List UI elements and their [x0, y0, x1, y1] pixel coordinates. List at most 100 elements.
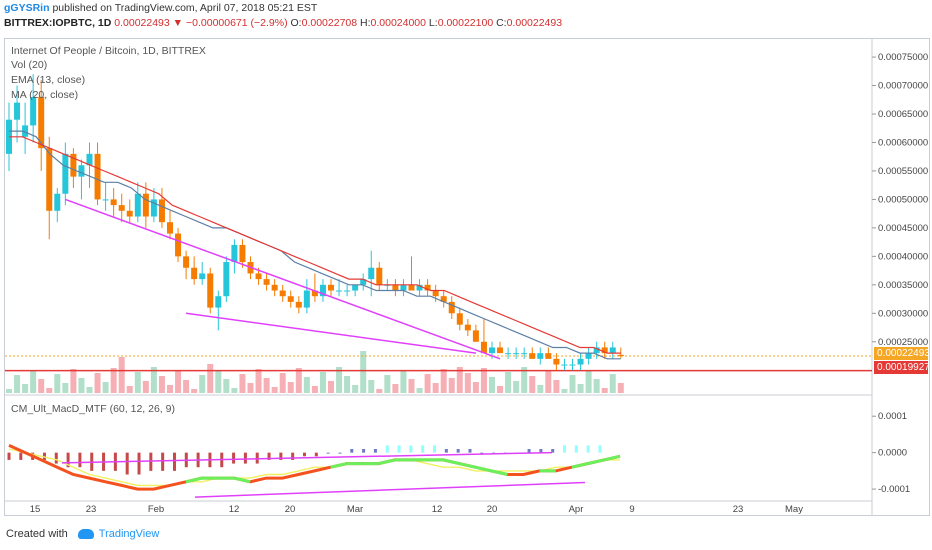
chart-frame[interactable]: [4, 38, 930, 516]
candle-body: [78, 165, 85, 177]
macd-histogram-bar: [433, 445, 437, 453]
volume-bar: [384, 375, 391, 393]
low-label: L:: [428, 17, 438, 29]
legend-ema[interactable]: EMA (13, close): [11, 74, 86, 86]
down-arrow-icon: ▼: [172, 17, 184, 29]
volume-bar: [464, 373, 471, 393]
time-tick-label: 9: [629, 504, 634, 515]
macd-bull-segment: [603, 454, 621, 462]
volume-bar: [239, 374, 246, 393]
macd-tick-label: 0.0001: [878, 411, 907, 422]
volume-bar: [86, 387, 93, 393]
macd-histogram-bar: [314, 452, 318, 457]
volume-bar: [489, 377, 495, 393]
volume-bar: [609, 374, 616, 393]
volume-bar: [529, 376, 536, 393]
macd-histogram-bar: [527, 449, 531, 453]
candle-body: [464, 324, 471, 331]
candle-body: [448, 301, 455, 314]
candle-body: [328, 284, 334, 291]
legend-ma[interactable]: MA (20, close): [11, 89, 79, 101]
macd-line: [8, 444, 621, 491]
macd-histogram-bar: [232, 452, 236, 464]
tradingview-logo[interactable]: TradingView: [77, 528, 160, 540]
candle-body: [38, 96, 45, 149]
candle-body: [231, 244, 238, 263]
publish-info: gGYSRin published on TradingView.com, Ap…: [4, 2, 932, 16]
brand-text: TradingView: [98, 528, 160, 540]
macd-histogram-bar: [338, 452, 342, 454]
volume-bar: [14, 375, 21, 393]
macd-histogram-bar: [373, 449, 377, 453]
low-value: 0.00022100: [437, 17, 494, 29]
time-tick-label: 12: [432, 504, 443, 515]
close-value: 0.00022493: [506, 17, 563, 29]
macd-histogram-bar: [563, 445, 567, 453]
candle-body: [537, 353, 544, 359]
candle-body: [70, 153, 77, 177]
volume-bar: [360, 351, 367, 393]
price-tick-label: 0.00075000: [878, 52, 928, 63]
macd-bull-segment: [587, 458, 605, 466]
macd-histogram-bar: [385, 445, 389, 453]
volume-bar: [601, 388, 608, 393]
volume-bar: [577, 384, 584, 393]
volume-bar: [569, 375, 576, 393]
candle-body: [295, 301, 302, 308]
candle-body: [94, 153, 101, 200]
macd-histogram-bar: [291, 452, 295, 460]
candle-body: [352, 284, 359, 291]
trend-line-upper: [65, 198, 501, 360]
macd-histogram-bar: [54, 452, 58, 464]
volume-bar: [231, 388, 238, 393]
volume-bar: [255, 369, 262, 393]
macd-histogram-bar: [444, 449, 448, 453]
candle-body: [215, 296, 222, 308]
volume-bar: [448, 378, 455, 393]
open-label: O:: [290, 17, 302, 29]
macd-bull-segment: [378, 458, 396, 466]
volume-bar: [585, 370, 592, 393]
volume-bar: [303, 377, 310, 393]
resistance-price-tag: 0.00019927: [874, 361, 930, 374]
time-tick-label: Mar: [347, 504, 363, 515]
macd-histogram-bar: [149, 452, 153, 471]
candle-body: [183, 256, 190, 268]
time-tick-label: 20: [487, 504, 498, 515]
high-value: 0.00024000: [370, 17, 426, 29]
volume-bar: [328, 381, 334, 393]
macd-histogram-bar: [586, 445, 590, 453]
price-tick-label: 0.00045000: [878, 223, 928, 234]
candle-body: [593, 347, 600, 354]
candle-body: [134, 193, 141, 217]
candle-body: [416, 284, 423, 291]
legend-vol[interactable]: Vol (20): [11, 59, 48, 71]
candle-body: [118, 205, 125, 211]
candle-body: [489, 347, 495, 354]
volume-bar: [207, 364, 214, 393]
volume-bar: [38, 379, 45, 393]
candle-body: [617, 354, 624, 357]
candle-body: [585, 353, 592, 359]
macd-histogram-bar: [350, 449, 354, 453]
ma-line: [9, 136, 621, 354]
candle-body: [287, 296, 294, 302]
time-tick-label: May: [785, 504, 803, 515]
candle-body: [150, 199, 157, 217]
volume-bar: [102, 382, 109, 393]
macd-tick-label: 0.0000: [878, 448, 907, 459]
volume-bar: [513, 381, 520, 393]
candle-body: [601, 347, 608, 354]
volume-bar: [295, 368, 302, 393]
time-tick-label: 23: [86, 504, 97, 515]
volume-bar: [311, 386, 318, 393]
macd-bull-segment: [233, 476, 251, 484]
candle-body: [513, 353, 520, 355]
macd-histogram-bar: [137, 452, 141, 475]
author-name[interactable]: gGYSRin: [4, 2, 50, 14]
candle-body: [102, 199, 109, 201]
change-value: −0.00000671 (−2.9%): [186, 17, 288, 29]
volume-bar: [424, 374, 431, 393]
legend-macd[interactable]: CM_Ult_MacD_MTF (60, 12, 26, 9): [11, 403, 175, 415]
